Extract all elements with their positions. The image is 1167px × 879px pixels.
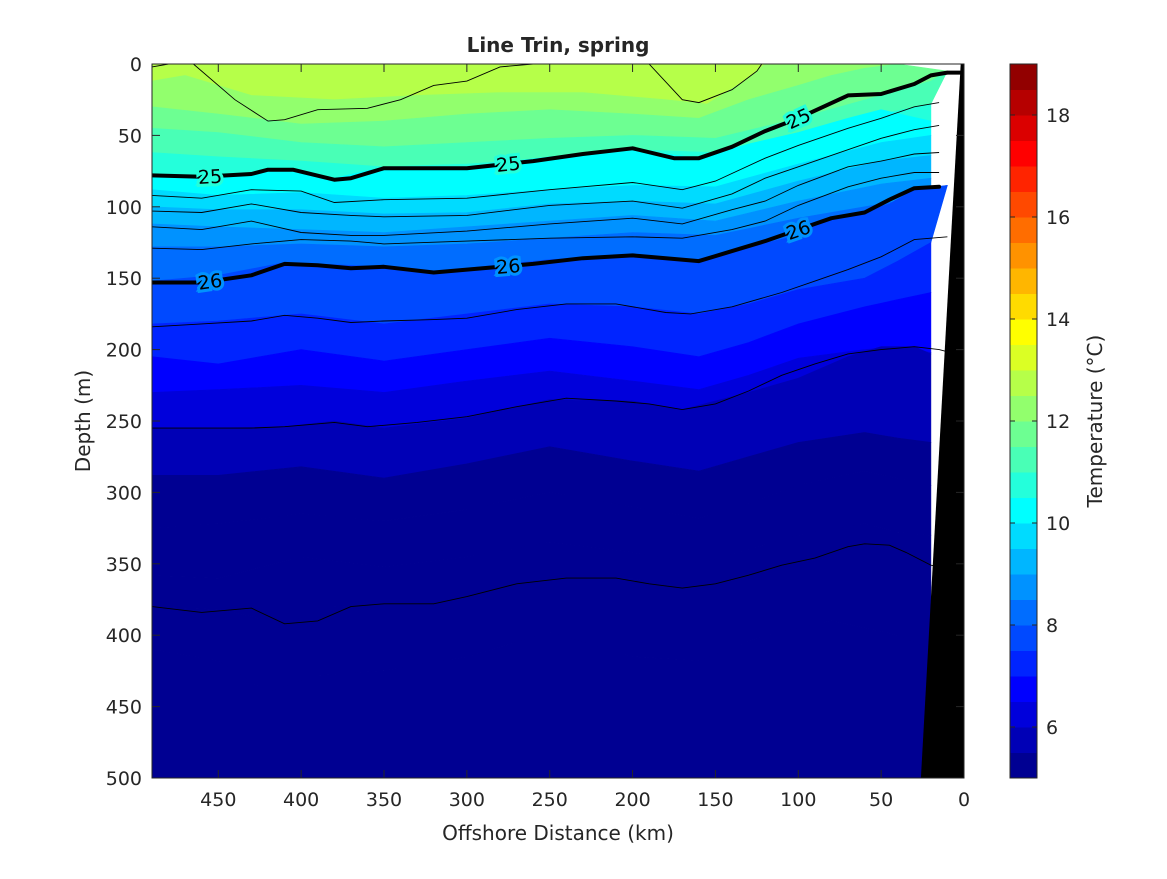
isopycnal-thin-line xyxy=(193,64,534,122)
isopycnal-thin-line xyxy=(152,236,948,328)
colorbar-bin xyxy=(1010,446,1037,473)
colorbar-bin xyxy=(1010,599,1037,626)
y-tick-label: 200 xyxy=(106,340,142,362)
colorbar-tick-label: 12 xyxy=(1046,411,1070,433)
x-tick-label: 250 xyxy=(532,789,568,811)
colorbar-bin xyxy=(1010,89,1037,116)
colorbar-bin xyxy=(1010,701,1037,728)
colorbar-bin xyxy=(1010,650,1037,677)
colorbar-bin xyxy=(1010,574,1037,600)
colorbar-tick-label: 10 xyxy=(1046,513,1070,535)
colorbar-bin xyxy=(1010,115,1037,141)
colorbar-bin xyxy=(1010,64,1037,90)
colorbar-tick-label: 18 xyxy=(1046,105,1070,127)
contour-label-25: 25 xyxy=(197,166,222,189)
isopycnal-thin-line xyxy=(152,543,940,625)
colorbar-tick-label: 8 xyxy=(1046,615,1058,637)
x-tick-label: 150 xyxy=(697,789,733,811)
isopycnal-thin-line xyxy=(648,64,763,104)
colorbar-bin xyxy=(1010,293,1037,320)
y-tick-label: 400 xyxy=(106,625,142,647)
y-tick-label: 250 xyxy=(106,411,142,433)
chart-title: Line Trin, spring xyxy=(467,33,650,57)
y-axis-label: Depth (m) xyxy=(71,370,95,472)
colorbar-bin xyxy=(1010,625,1037,651)
colorbar-bin xyxy=(1010,140,1037,167)
isopycnal-25-line xyxy=(152,70,963,182)
isopycnal-thin-line xyxy=(152,172,940,251)
y-tick-label: 0 xyxy=(130,54,142,76)
seafloor-shelf xyxy=(920,64,964,778)
colorbar-tick-label: 14 xyxy=(1046,309,1070,331)
colorbar-bin xyxy=(1010,319,1037,345)
colorbar-label: Temperature (°C) xyxy=(1083,335,1107,509)
isopycnal-thin-line xyxy=(152,102,940,203)
colorbar-bin xyxy=(1010,472,1037,498)
x-tick-label: 50 xyxy=(869,789,893,811)
colorbar-bin xyxy=(1010,166,1037,192)
x-tick-label: 400 xyxy=(283,789,319,811)
colorbar-bin xyxy=(1010,421,1037,447)
y-tick-label: 350 xyxy=(106,554,142,576)
y-tick-label: 150 xyxy=(106,268,142,290)
colorbar-bin xyxy=(1010,523,1037,549)
x-axis-label: Offshore Distance (km) xyxy=(442,821,674,845)
isopycnal-thin-line xyxy=(152,346,956,429)
colorbar-tick-label: 16 xyxy=(1046,207,1070,229)
colorbar-bin xyxy=(1010,191,1037,218)
contour-label-26: 26 xyxy=(197,270,224,295)
colorbar-bin xyxy=(1010,344,1037,371)
colorbar-bin xyxy=(1010,395,1037,422)
shelf-layer xyxy=(920,64,964,778)
x-tick-label: 450 xyxy=(200,789,236,811)
isopycnal-thin-line xyxy=(152,124,940,218)
x-tick-label: 350 xyxy=(366,789,402,811)
axes-layer: 450 400 350 300 250 200 150 100 50 00501001502002… xyxy=(106,54,970,811)
colorbar-bin xyxy=(1010,370,1037,396)
colorbar-bin xyxy=(1010,676,1037,702)
x-tick-label: 300 xyxy=(449,789,485,811)
contour-label-25: 25 xyxy=(495,153,521,177)
colorbar-bin xyxy=(1010,497,1037,524)
x-tick-label: 200 xyxy=(614,789,650,811)
colorbar-bin xyxy=(1010,752,1037,779)
colorbar: 6 8 10 12 14 16 18 xyxy=(1009,63,1070,779)
temperature-fill-layer xyxy=(152,64,964,778)
y-tick-label: 50 xyxy=(118,125,142,147)
y-tick-label: 450 xyxy=(106,697,142,719)
x-tick-label: 100 xyxy=(780,789,816,811)
colorbar-bin xyxy=(1010,217,1037,243)
colorbar-bin xyxy=(1010,727,1037,753)
isopycnal-thin-line xyxy=(152,152,940,236)
isopycnal-26-line xyxy=(152,184,942,285)
y-tick-label: 500 xyxy=(106,768,142,790)
y-tick-label: 300 xyxy=(106,482,142,504)
x-tick-label: 0 xyxy=(958,789,970,811)
colorbar-bin xyxy=(1010,268,1037,294)
y-tick-label: 100 xyxy=(106,197,142,219)
colorbar-bin xyxy=(1010,548,1037,575)
colorbar-bin xyxy=(1010,242,1037,269)
contour-label-26: 26 xyxy=(495,255,521,279)
colorbar-tick-label: 6 xyxy=(1046,717,1058,739)
